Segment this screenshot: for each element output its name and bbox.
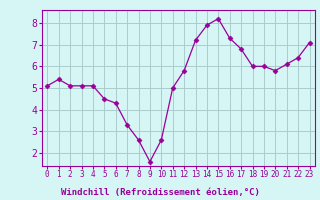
Text: Windchill (Refroidissement éolien,°C): Windchill (Refroidissement éolien,°C)	[60, 188, 260, 198]
